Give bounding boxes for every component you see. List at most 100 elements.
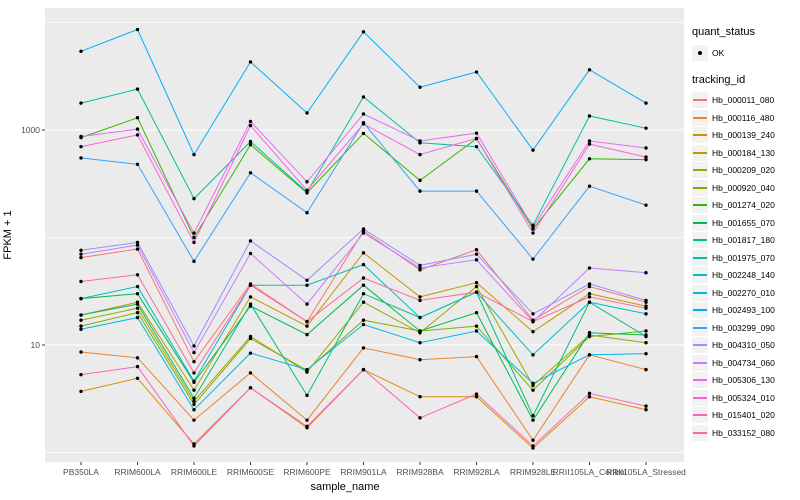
legend-label: Hb_015401_020 xyxy=(712,410,775,421)
legend-label: Hb_002270_010 xyxy=(712,287,775,298)
data-point xyxy=(531,319,535,324)
data-point xyxy=(248,123,253,128)
legend-label: Hb_000139_240 xyxy=(712,130,775,141)
data-point xyxy=(248,295,253,299)
data-point xyxy=(418,189,422,193)
data-point xyxy=(644,298,648,303)
line-swatch-icon xyxy=(693,134,707,137)
data-point xyxy=(79,252,83,256)
data-point xyxy=(79,313,83,317)
data-point xyxy=(418,152,422,157)
legend-key xyxy=(692,267,708,284)
data-point xyxy=(418,85,422,89)
data-point xyxy=(135,364,140,369)
data-point xyxy=(79,49,83,53)
data-point xyxy=(248,142,253,147)
legend-key xyxy=(692,249,708,266)
data-point xyxy=(587,292,592,296)
data-point xyxy=(361,283,366,287)
data-point xyxy=(587,331,592,335)
quant-status-legend-item: OK xyxy=(692,44,798,62)
data-point xyxy=(361,318,366,322)
data-point xyxy=(644,203,648,207)
data-point xyxy=(192,418,196,422)
legend-label: Hb_002493_100 xyxy=(712,305,775,316)
x-tick-label: PB350LA xyxy=(63,467,99,477)
data-point xyxy=(587,391,592,396)
data-point xyxy=(474,324,479,328)
tracking-id-legend-item: Hb_003299_090 xyxy=(692,319,798,337)
data-point xyxy=(644,306,648,310)
data-point xyxy=(248,336,253,341)
tracking-id-legend-item: Hb_002248_140 xyxy=(692,267,798,285)
legend-key xyxy=(692,284,708,301)
data-point xyxy=(135,292,140,296)
legend-label: Hb_001274_020 xyxy=(712,200,775,211)
tracking-id-legend-item: Hb_000184_130 xyxy=(692,144,798,162)
data-point xyxy=(305,418,309,422)
data-point xyxy=(474,395,479,399)
data-point xyxy=(531,148,535,152)
data-point xyxy=(248,119,253,124)
data-point xyxy=(474,131,479,135)
data-point xyxy=(361,112,366,116)
data-point xyxy=(644,126,648,130)
data-point xyxy=(474,280,479,285)
data-point xyxy=(361,276,366,280)
data-point xyxy=(135,273,140,277)
x-tick-label: RRIM600LE xyxy=(171,467,218,477)
line-swatch-icon xyxy=(693,414,707,417)
data-point xyxy=(192,240,196,245)
data-point xyxy=(361,346,366,350)
data-point xyxy=(644,157,648,162)
data-point xyxy=(361,131,366,136)
data-point xyxy=(644,334,648,339)
quant-status-legend: quant_status OK xyxy=(692,26,798,62)
line-swatch-icon xyxy=(693,396,707,399)
data-point xyxy=(135,27,140,32)
tracking-id-legend-item: Hb_005324_010 xyxy=(692,389,798,407)
line-swatch-icon xyxy=(693,291,707,294)
line-swatch-icon xyxy=(693,186,707,189)
line-swatch-icon xyxy=(693,274,707,277)
data-point xyxy=(644,146,648,150)
legend-label: Hb_002248_140 xyxy=(712,270,775,281)
tracking-id-legend-item: Hb_002493_100 xyxy=(692,302,798,320)
tracking-id-legend-item: Hb_001975_070 xyxy=(692,249,798,267)
data-point xyxy=(305,332,309,337)
data-point xyxy=(361,95,366,99)
legend-key xyxy=(692,179,708,196)
data-point xyxy=(135,376,140,381)
plot-panel: 10 1000 PB350LA RRIM600LA RRIM600LE RRIM600SE… xyxy=(21,8,686,477)
data-point xyxy=(531,312,535,316)
data-point xyxy=(474,284,479,289)
legend-key xyxy=(692,144,708,161)
data-point xyxy=(361,262,366,267)
data-point xyxy=(644,155,648,159)
legend-key xyxy=(692,337,708,354)
line-swatch-icon xyxy=(693,361,707,364)
data-point xyxy=(361,227,366,231)
data-point xyxy=(305,302,309,306)
data-point xyxy=(79,296,83,301)
data-point xyxy=(418,139,422,143)
data-point xyxy=(192,359,196,364)
data-point xyxy=(361,322,366,327)
line-swatch-icon xyxy=(693,309,707,312)
data-point xyxy=(531,444,535,448)
tracking-id-legend-item: Hb_000139_240 xyxy=(692,127,798,145)
data-point xyxy=(192,379,196,383)
legend-label: Hb_004734_060 xyxy=(712,357,775,368)
tracking-id-legend-title: tracking_id xyxy=(692,73,746,86)
data-point xyxy=(361,251,366,255)
data-point xyxy=(192,344,196,348)
data-point xyxy=(474,189,479,193)
data-point xyxy=(135,87,140,91)
line-swatch-icon xyxy=(693,151,707,154)
legend-label: Hb_004310_050 xyxy=(712,340,775,351)
data-point xyxy=(192,152,196,157)
data-point xyxy=(531,231,535,235)
data-point xyxy=(135,356,140,360)
data-point xyxy=(135,116,140,120)
